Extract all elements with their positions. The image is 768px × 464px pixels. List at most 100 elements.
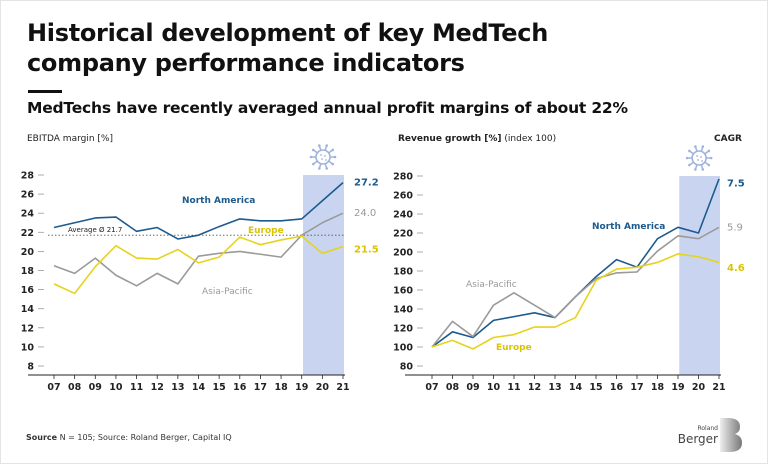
chart1-y-tick-label: 8: [27, 362, 34, 373]
chart1-x-tick-label: 10: [109, 382, 123, 393]
chart2-x-tick-label: 07: [425, 382, 438, 393]
chart2-x-tick-label: 10: [487, 382, 501, 393]
chart2-virus-icon: [691, 150, 707, 166]
chart1-x-tick-label: 09: [89, 382, 102, 393]
chart2-y-tick-label: 260: [393, 191, 413, 202]
chart1-title: EBITDA margin [%]: [27, 134, 113, 144]
chart2-virus-spike-tip: [694, 145, 697, 148]
chart1-x-tick-label: 07: [47, 382, 60, 393]
chart2-virus-dot: [701, 160, 704, 162]
chart1-series-europe: [53, 235, 344, 295]
chart1-series-label-north_america: North America: [182, 196, 255, 206]
chart2-y-tick-label: 220: [393, 229, 413, 240]
chart1-end-label-asia_pacific: 24.0: [354, 208, 376, 219]
chart1-virus-spike: [324, 146, 328, 151]
chart2-virus-spike-tip: [685, 156, 689, 160]
chart2-x-tick-label: 09: [466, 382, 479, 393]
chart1-covid-band: [303, 175, 344, 375]
chart2-x-tick-label: 13: [548, 382, 561, 393]
chart2-x-tick-label: 11: [507, 382, 520, 393]
chart1-virus-dot: [320, 154, 322, 156]
chart2-x-tick-label: 16: [610, 382, 624, 393]
chart1-y-tick-label: 18: [21, 266, 35, 277]
chart1-virus-spike: [328, 149, 333, 154]
chart2-x-tick-label: 20: [692, 382, 706, 393]
chart1-virus-spike-tip: [318, 167, 321, 170]
chart2-x-tick-label: 17: [630, 382, 643, 393]
chart2-series-label-europe: Europe: [496, 343, 532, 353]
chart2-virus-spike-tip: [688, 149, 691, 153]
chart2-x-tick-label: 14: [569, 382, 583, 393]
chart2-virus-spike: [695, 147, 698, 152]
chart1-series-label-europe: Europe: [248, 226, 284, 236]
chart1-y-tick-label: 10: [21, 342, 35, 353]
chart1-y-tick-label: 26: [21, 190, 35, 201]
chart2-x-tick-label: 08: [446, 382, 460, 393]
chart2-virus-spike: [704, 161, 709, 166]
chart1-virus-spike: [324, 163, 328, 168]
chart2-virus-spike-tip: [707, 163, 711, 167]
chart1-x-tick-label: 08: [68, 382, 82, 393]
chart1-average-label: Average Ø 21.7: [68, 226, 122, 234]
chart2-virus-spike: [689, 150, 694, 155]
chart1-virus-spike: [318, 146, 322, 151]
source-text: N = 105; Source: Roland Berger, Capital …: [59, 433, 232, 442]
chart2-y-tick-label: 280: [393, 172, 413, 183]
chart2-y-tick-label: 140: [393, 305, 413, 316]
chart2-virus-spike: [695, 164, 698, 169]
chart1-y-tick-label: 22: [21, 228, 34, 239]
chart1-x-tick-label: 14: [192, 382, 206, 393]
chart1-virus-spike: [313, 149, 318, 154]
chart2-end-label-north_america: 7.5: [727, 179, 745, 190]
chart2-virus-spike-tip: [701, 145, 705, 148]
chart2-series-label-north_america: North America: [592, 222, 665, 232]
source-note: Source N = 105; Source: Roland Berger, C…: [26, 433, 232, 442]
source-label: Source: [26, 433, 58, 442]
chart2-end-label-europe: 4.6: [727, 263, 745, 274]
chart1-series-north_america: [53, 182, 344, 240]
chart1-virus-spike-tip: [312, 148, 315, 152]
chart1-virus-spike-tip: [325, 144, 329, 147]
chart2-y-tick-label: 200: [393, 248, 413, 259]
chart2-x-tick-label: 19: [671, 382, 684, 393]
chart1-end-label-europe: 21.5: [354, 244, 379, 255]
chart2-title-main: Revenue growth [%]: [398, 134, 502, 144]
chart1-virus-spike-tip: [325, 167, 329, 170]
chart2-x-tick-label: 15: [589, 382, 602, 393]
chart1-x-tick-label: 16: [233, 382, 247, 393]
chart2-virus-spike-tip: [688, 163, 691, 167]
chart2-virus-spike: [700, 164, 704, 169]
chart1-virus-spike: [328, 160, 333, 165]
chart1-virus-dot: [325, 159, 327, 161]
chart2-title: Revenue growth [%] (index 100): [398, 134, 556, 144]
chart2-series-label-asia_pacific: Asia-Pacific: [466, 280, 517, 290]
chart1-end-label-north_america: 27.2: [354, 178, 379, 189]
chart1-y-tick-label: 20: [21, 247, 35, 258]
chart1-virus-spike-tip: [312, 162, 315, 166]
chart1-y-tick-label: 24: [21, 209, 35, 220]
chart1-virus-spike-tip: [318, 144, 321, 147]
chart1-x-tick-label: 11: [130, 382, 143, 393]
chart2-y-tick-label: 240: [393, 210, 413, 221]
chart2-virus-spike: [700, 147, 704, 152]
chart2-x-tick-label: 18: [651, 382, 665, 393]
chart1-x-tick-label: 19: [295, 382, 308, 393]
chart1-virus-spike: [313, 160, 318, 165]
chart2-virus-dot: [700, 156, 703, 158]
chart1-x-tick-label: 17: [254, 382, 267, 393]
chart2-y-tick-label: 100: [393, 343, 413, 354]
chart2-virus-spike-tip: [701, 168, 705, 171]
page-subtitle: MedTechs have recently averaged annual p…: [27, 99, 628, 117]
chart1-virus-spike-tip: [333, 155, 337, 159]
chart1-x-tick-label: 21: [336, 382, 349, 393]
chart1-x-tick-label: 12: [151, 382, 164, 393]
chart2-covid-band: [679, 176, 720, 375]
chart1-series-asia_pacific: [53, 212, 344, 287]
chart1-y-tick-label: 28: [21, 171, 35, 182]
chart2-virus-dot: [697, 159, 700, 161]
chart2-virus-spike-tip: [709, 156, 713, 160]
title-divider: [28, 90, 62, 93]
chart2-x-tick-label: 12: [528, 382, 541, 393]
chart2-virus-spike-tip: [694, 168, 697, 171]
logo-text-roland: Roland: [697, 425, 718, 432]
